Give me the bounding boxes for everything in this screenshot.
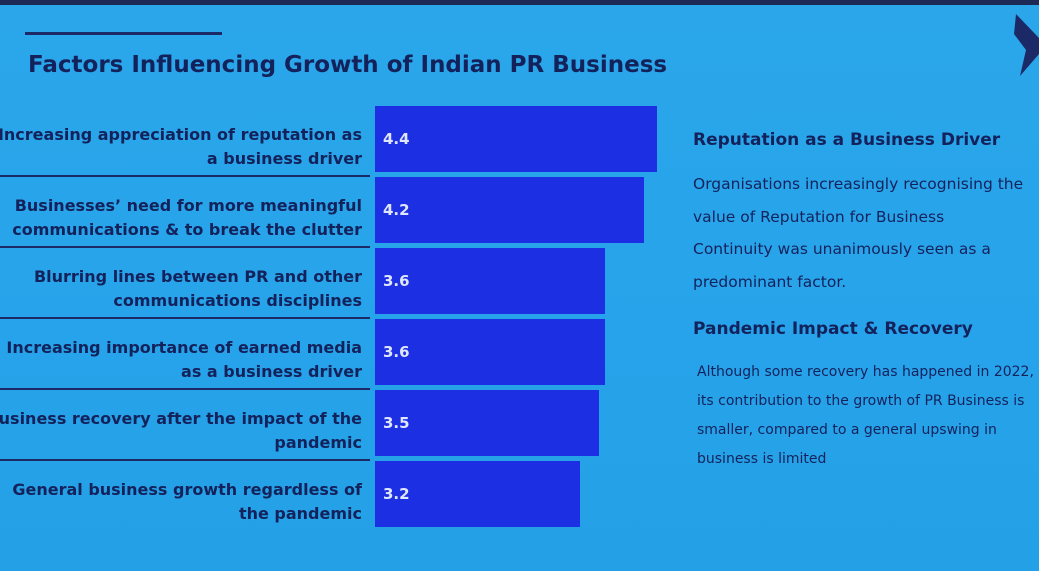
logo xyxy=(1014,14,1039,76)
value-label: 3.6 xyxy=(383,343,410,361)
separator xyxy=(0,246,370,248)
value-label: 4.4 xyxy=(383,130,410,148)
value-label: 3.5 xyxy=(383,414,410,432)
note-heading: Reputation as a Business Driver xyxy=(693,130,1001,150)
note-text: its contribution to the growth of PR Bus… xyxy=(697,393,1025,409)
separator xyxy=(0,388,370,390)
separator xyxy=(0,175,370,177)
category-label: Increasing appreciation of reputation as… xyxy=(0,125,362,168)
bar xyxy=(375,248,606,314)
value-label: 3.6 xyxy=(383,272,410,290)
bar xyxy=(375,390,599,456)
note-text: smaller, compared to a general upswing i… xyxy=(697,422,997,438)
separator xyxy=(0,317,370,319)
value-label: 4.2 xyxy=(383,201,410,219)
bar xyxy=(375,461,580,527)
note-text: business is limited xyxy=(697,451,827,467)
top-border xyxy=(0,0,1039,5)
category-label: General business growth regardless of th… xyxy=(12,480,362,523)
bar xyxy=(375,106,657,172)
bar xyxy=(375,177,644,243)
title-rule xyxy=(25,32,222,35)
note-text: Continuity was unanimously seen as a xyxy=(693,240,991,258)
note-text: Although some recovery has happened in 2… xyxy=(697,364,1034,380)
separator xyxy=(0,459,370,461)
note-text: value of Reputation for Business xyxy=(693,207,945,226)
note-text: Organisations increasingly recognising t… xyxy=(693,175,1024,193)
category-label: Increasing importance of earned media as… xyxy=(6,338,362,381)
bar xyxy=(375,319,606,385)
chart-title: Factors Influencing Growth of Indian PR … xyxy=(28,52,668,78)
category-label: Blurring lines between PR and other comm… xyxy=(33,267,362,310)
category-label: Business recovery after the impact of th… xyxy=(0,409,362,452)
category-label: Businesses’ need for more meaningful com… xyxy=(12,196,362,239)
value-label: 3.2 xyxy=(383,485,410,503)
note-heading: Pandemic Impact & Recovery xyxy=(693,319,973,339)
note-text: predominant factor. xyxy=(693,272,847,291)
